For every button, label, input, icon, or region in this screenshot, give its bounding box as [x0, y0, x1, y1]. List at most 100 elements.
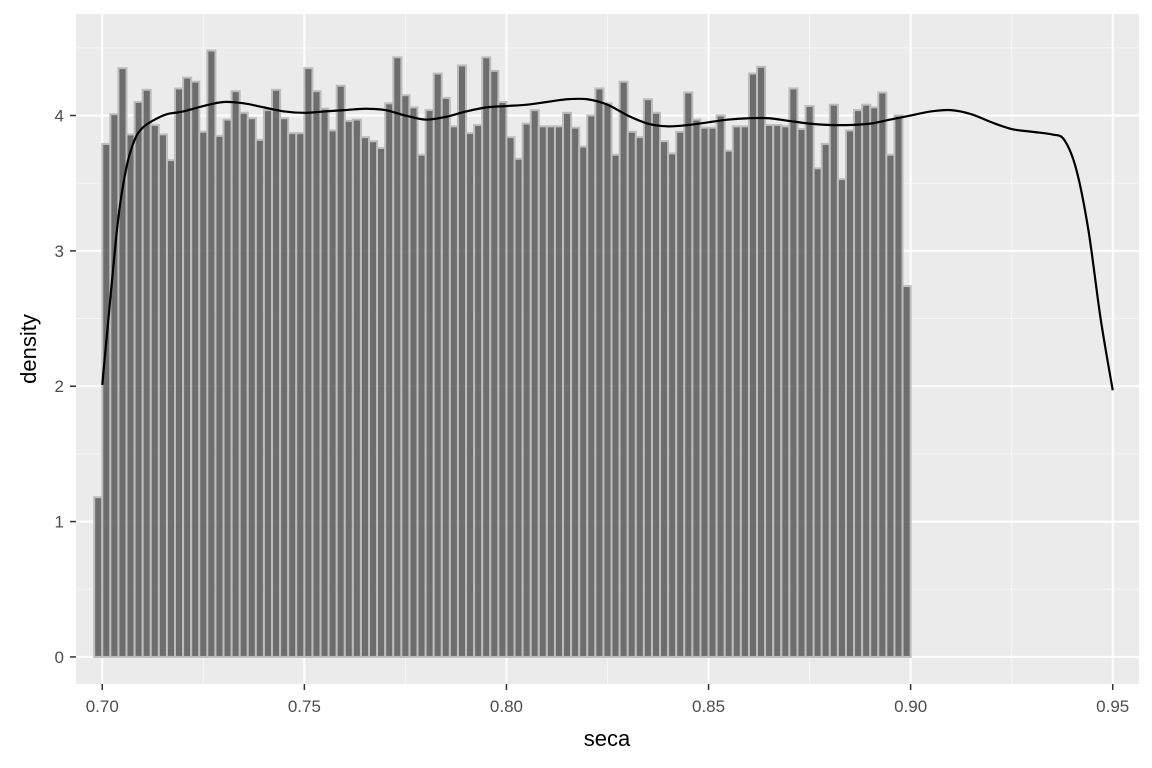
histogram-bar: [521, 122, 532, 658]
histogram-bar: [335, 84, 346, 658]
histogram-bar: [626, 130, 637, 658]
histogram-bar: [287, 132, 298, 658]
histogram-bar: [820, 142, 831, 658]
histogram-bar: [764, 123, 775, 658]
histogram-bar: [432, 72, 443, 658]
histogram-bar: [489, 69, 500, 658]
histogram-bar: [610, 153, 621, 658]
histogram-bar: [553, 125, 565, 658]
histogram-bar: [416, 153, 427, 658]
histogram-bar: [376, 147, 387, 658]
histogram-bar: [456, 64, 468, 658]
histogram-bar: [594, 87, 605, 658]
histogram-bar: [618, 80, 629, 658]
histogram-bar: [440, 96, 451, 658]
histogram-bar: [157, 133, 168, 658]
histogram-bar: [327, 129, 338, 658]
histogram-bar: [93, 496, 104, 658]
histogram-bar: [570, 126, 581, 658]
histogram-bar: [165, 159, 177, 658]
histogram-bar: [699, 126, 710, 658]
histogram-bar: [303, 67, 314, 658]
histogram-bar: [642, 98, 653, 658]
histogram-bar: [109, 113, 120, 658]
histogram-bar: [392, 56, 403, 658]
histogram-bar: [400, 94, 411, 658]
x-tick-label: 0.80: [490, 697, 523, 716]
histogram-bar: [545, 125, 556, 658]
histogram-bar: [481, 56, 492, 658]
histogram-bar: [796, 128, 807, 658]
histogram-bar: [465, 132, 476, 658]
histogram-bars: [93, 49, 912, 658]
histogram-bar: [230, 90, 241, 658]
histogram-bar: [262, 109, 274, 658]
histogram-bar: [279, 117, 290, 658]
histogram-bar: [141, 88, 152, 658]
histogram-bar: [844, 129, 856, 658]
y-tick-label: 4: [55, 107, 64, 126]
histogram-bar: [271, 88, 282, 658]
histogram-bar: [206, 49, 217, 658]
histogram-bar: [804, 105, 815, 658]
histogram-bar: [877, 91, 888, 658]
histogram-bar: [772, 123, 783, 658]
histogram-bar: [683, 91, 694, 658]
y-tick-label: 1: [55, 513, 64, 532]
histogram-bar: [885, 153, 896, 658]
histogram-bar: [707, 126, 718, 658]
histogram-bar: [562, 111, 573, 658]
histogram-bar: [125, 133, 136, 658]
histogram-bar: [780, 125, 791, 658]
histogram-bar: [182, 76, 193, 658]
histogram-bar: [861, 103, 872, 658]
histogram-bar: [731, 125, 742, 658]
histogram-bar: [448, 125, 459, 658]
histogram-bar: [739, 125, 750, 658]
histogram-bar: [723, 149, 734, 658]
histogram-bar: [311, 90, 322, 658]
histogram-bar: [691, 118, 702, 658]
histogram-bar: [747, 72, 759, 658]
x-axis: 0.70 0.75 0.80 0.85 0.90 0.95: [86, 684, 1129, 716]
density-curve: [101, 97, 1114, 391]
x-axis-title: seca: [584, 726, 631, 751]
histogram-bar: [408, 106, 419, 658]
histogram-bar: [497, 100, 508, 658]
x-tick-label: 0.85: [692, 697, 725, 716]
histogram-bar: [893, 114, 904, 658]
histogram-bar: [174, 87, 185, 658]
histogram-bar: [101, 142, 112, 658]
y-tick-label: 2: [55, 377, 64, 396]
histogram-bar: [133, 100, 144, 658]
histogram-bar: [368, 140, 379, 658]
histogram-bar: [659, 140, 670, 658]
x-tick-label: 0.70: [86, 697, 119, 716]
histogram-bar: [513, 157, 524, 658]
y-tick-label: 3: [55, 242, 64, 261]
histogram-bar: [828, 103, 839, 658]
histogram-bar: [190, 80, 201, 658]
histogram-bar: [667, 152, 678, 658]
histogram-bar: [634, 136, 645, 658]
histogram-bar: [149, 123, 160, 658]
y-tick-label: 0: [55, 648, 64, 667]
histogram-bar: [254, 138, 265, 658]
histogram-bar: [505, 136, 516, 658]
histogram-bar: [238, 111, 249, 658]
histogram-bar: [473, 123, 484, 658]
x-tick-label: 0.90: [894, 697, 927, 716]
histogram-bar: [384, 102, 395, 658]
histogram-bar: [117, 67, 128, 658]
histogram-bar: [901, 285, 912, 658]
histogram-bar: [529, 109, 540, 658]
histogram-bar: [586, 114, 597, 658]
histogram-bar: [869, 106, 880, 658]
histogram-bar: [214, 134, 225, 658]
histogram-bar: [319, 107, 330, 658]
histogram-bar: [578, 145, 589, 658]
histogram-bar: [836, 178, 847, 658]
histogram-bar: [788, 87, 799, 658]
histogram-bar: [424, 109, 435, 658]
